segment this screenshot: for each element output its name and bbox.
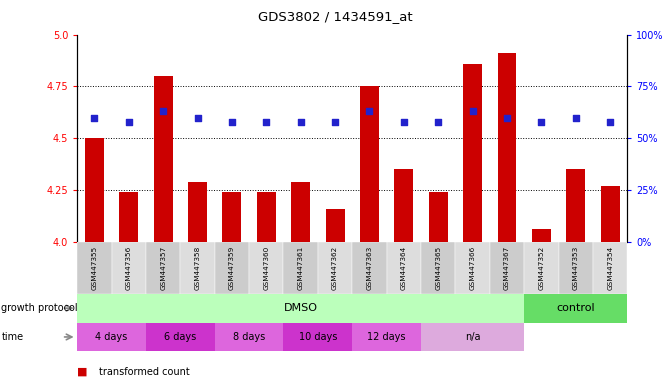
Text: GSM447353: GSM447353 <box>573 246 579 290</box>
Bar <box>498 53 517 242</box>
Point <box>570 114 581 121</box>
Bar <box>283 323 352 351</box>
Bar <box>119 192 138 242</box>
Text: DMSO: DMSO <box>284 303 317 313</box>
Bar <box>146 242 180 294</box>
Bar <box>249 242 284 294</box>
Point <box>192 114 203 121</box>
Bar <box>532 230 551 242</box>
Bar <box>429 192 448 242</box>
Text: GSM447357: GSM447357 <box>160 246 166 290</box>
Text: GSM447354: GSM447354 <box>607 246 613 290</box>
Text: 4 days: 4 days <box>95 332 127 342</box>
Bar <box>111 242 146 294</box>
Bar <box>154 76 172 242</box>
Point <box>536 119 547 125</box>
Point <box>605 119 615 125</box>
Text: GSM447362: GSM447362 <box>332 246 338 290</box>
Text: 12 days: 12 days <box>368 332 406 342</box>
Point <box>329 119 340 125</box>
Text: control: control <box>556 303 595 313</box>
Text: GSM447363: GSM447363 <box>366 246 372 290</box>
Text: GSM447358: GSM447358 <box>195 246 201 290</box>
Bar <box>180 242 215 294</box>
Point <box>158 108 168 114</box>
Bar <box>601 186 619 242</box>
Text: GSM447364: GSM447364 <box>401 246 407 290</box>
Bar <box>188 182 207 242</box>
Bar <box>85 138 104 242</box>
Bar <box>77 242 111 294</box>
Bar <box>456 242 490 294</box>
Bar <box>352 242 386 294</box>
Text: GSM447361: GSM447361 <box>298 246 304 290</box>
Bar <box>77 323 146 351</box>
Text: GSM447352: GSM447352 <box>538 246 544 290</box>
Bar <box>395 169 413 242</box>
Point <box>467 108 478 114</box>
Bar <box>524 294 627 323</box>
Bar <box>421 323 524 351</box>
Bar <box>223 192 242 242</box>
Bar <box>257 192 276 242</box>
Point <box>261 119 272 125</box>
Text: 8 days: 8 days <box>233 332 265 342</box>
Text: ■: ■ <box>77 367 88 377</box>
Text: GSM447366: GSM447366 <box>470 246 476 290</box>
Bar <box>352 323 421 351</box>
Bar <box>215 323 284 351</box>
Text: growth protocol: growth protocol <box>1 303 78 313</box>
Bar <box>325 209 344 242</box>
Point <box>502 114 513 121</box>
Text: GSM447359: GSM447359 <box>229 246 235 290</box>
Point <box>399 119 409 125</box>
Point <box>295 119 306 125</box>
Bar <box>291 182 310 242</box>
Text: GSM447360: GSM447360 <box>263 246 269 290</box>
Bar <box>463 64 482 242</box>
Bar <box>283 242 318 294</box>
Bar <box>215 242 249 294</box>
Text: GSM447355: GSM447355 <box>91 246 97 290</box>
Bar <box>421 242 456 294</box>
Text: GSM447365: GSM447365 <box>435 246 442 290</box>
Bar <box>318 242 352 294</box>
Text: transformed count: transformed count <box>99 367 189 377</box>
Point <box>227 119 238 125</box>
Bar <box>558 242 593 294</box>
Text: GSM447367: GSM447367 <box>504 246 510 290</box>
Bar <box>360 86 379 242</box>
Text: time: time <box>1 332 23 342</box>
Point <box>364 108 375 114</box>
Bar <box>566 169 585 242</box>
Text: GSM447356: GSM447356 <box>125 246 132 290</box>
Bar <box>524 242 558 294</box>
Text: n/a: n/a <box>465 332 480 342</box>
Point <box>433 119 444 125</box>
Text: 6 days: 6 days <box>164 332 197 342</box>
Bar <box>593 242 627 294</box>
Text: GDS3802 / 1434591_at: GDS3802 / 1434591_at <box>258 10 413 23</box>
Bar <box>386 242 421 294</box>
Text: 10 days: 10 days <box>299 332 337 342</box>
Bar <box>77 294 524 323</box>
Bar <box>146 323 215 351</box>
Point <box>123 119 134 125</box>
Bar <box>490 242 524 294</box>
Point <box>89 114 100 121</box>
